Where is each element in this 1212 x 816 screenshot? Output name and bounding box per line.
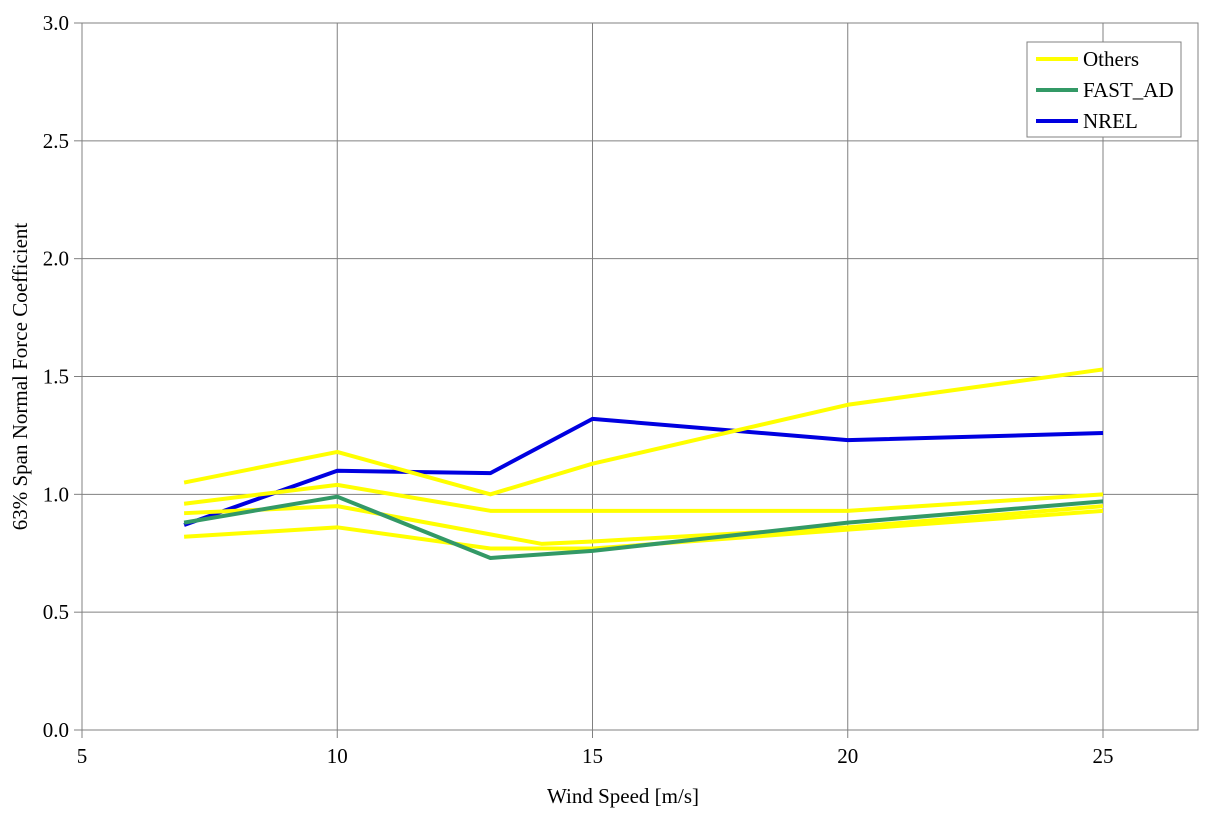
y-axis-title: 63% Span Normal Force Coefficient: [8, 223, 32, 531]
y-tick-label-2.5: 2.5: [43, 129, 69, 153]
y-tick-label-3.0: 3.0: [43, 11, 69, 35]
series-line-others-3: [184, 504, 1104, 546]
y-tick-label-2.0: 2.0: [43, 247, 69, 271]
x-tick-label-20: 20: [837, 744, 858, 768]
y-tick-label-1.0: 1.0: [43, 482, 69, 506]
legend-label-nrel: NREL: [1083, 109, 1138, 133]
legend-label-others: Others: [1083, 47, 1139, 71]
series-line-others-4: [183, 508, 1104, 551]
legend-label-fast_ad: FAST_AD: [1083, 78, 1174, 102]
series-line-fast_ad: [183, 494, 1104, 560]
x-axis-title: Wind Speed [m/s]: [547, 784, 699, 808]
x-tick-label-10: 10: [327, 744, 348, 768]
series-line-others-1: [183, 367, 1104, 497]
series-line-others-2: [183, 482, 1104, 513]
x-tick-label-5: 5: [77, 744, 88, 768]
series-line-nrel: [183, 416, 1104, 527]
y-tick-label-1.5: 1.5: [43, 365, 69, 389]
y-tick-label-0.5: 0.5: [43, 600, 69, 624]
y-tick-label-0.0: 0.0: [43, 718, 69, 742]
x-tick-label-15: 15: [582, 744, 603, 768]
x-tick-label-25: 25: [1093, 744, 1114, 768]
